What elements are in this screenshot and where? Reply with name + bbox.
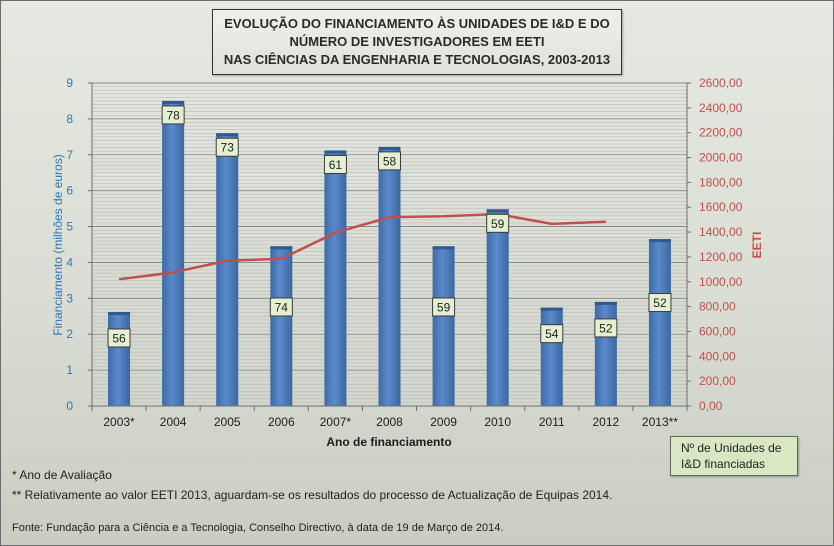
data-label: 59	[491, 217, 505, 231]
x-tick-label: 2006	[268, 415, 295, 429]
bar-2012	[594, 301, 617, 406]
x-axis-title: Ano de financiamento	[326, 435, 451, 449]
y-tick-label: 8	[66, 112, 73, 126]
y-tick-label: 1	[66, 363, 73, 377]
y-tick-label: 3	[66, 291, 73, 305]
data-label: 52	[599, 321, 613, 335]
data-label: 52	[653, 296, 667, 310]
bar-2009	[432, 246, 455, 406]
y-tick-label: 7	[66, 148, 73, 162]
footnote-evaluation-year: * Ano de Avaliação	[12, 468, 112, 482]
chart-title-line-2: NÚMERO DE INVESTIGADORES EM EETI	[289, 34, 545, 49]
data-label-box	[269, 297, 293, 317]
x-tick-label: 2003*	[103, 415, 135, 429]
bar-cap	[162, 100, 185, 104]
data-label-box	[432, 297, 456, 317]
bar-cap	[540, 307, 563, 311]
data-label-box	[594, 318, 618, 338]
chart-title: EVOLUÇÃO DO FINANCIAMENTO ÀS UNIDADES DE…	[212, 9, 622, 75]
y2-tick-label: 600,00	[699, 324, 736, 338]
data-label: 54	[545, 327, 559, 341]
x-tick-label: 2008	[376, 415, 403, 429]
x-tick-label: 2009	[430, 415, 457, 429]
data-label: 73	[221, 141, 235, 155]
data-label-box	[648, 293, 672, 313]
x-tick-label: 2011	[539, 415, 565, 429]
y-tick-label: 2	[66, 327, 73, 341]
y2-tick-label: 2400,00	[699, 101, 743, 115]
chart-title-line-1: EVOLUÇÃO DO FINANCIAMENTO ÀS UNIDADES DE…	[224, 16, 610, 31]
y-tick-label: 5	[66, 220, 73, 234]
data-label-box	[323, 154, 347, 174]
y2-tick-label: 1000,00	[699, 275, 743, 289]
x-tick-label: 2007*	[320, 415, 352, 429]
y-tick-label: 4	[66, 255, 73, 269]
y2-tick-label: 1200,00	[699, 250, 743, 264]
x-tick-label: 2013**	[642, 415, 678, 429]
y2-tick-label: 1800,00	[699, 175, 743, 189]
data-label: 61	[329, 158, 343, 172]
bar-cap	[378, 146, 401, 150]
bar-2006	[270, 246, 293, 406]
data-label: 59	[437, 300, 451, 314]
y2-tick-label: 800,00	[699, 300, 736, 314]
data-label: 58	[383, 154, 397, 168]
x-tick-label: 2012	[593, 415, 620, 429]
x-tick-label: 2005	[214, 415, 241, 429]
y-tick-label: 6	[66, 184, 73, 198]
footnote-eeti-2013: ** Relativamente ao valor EETI 2013, agu…	[12, 488, 613, 502]
data-label-box	[215, 137, 239, 157]
y2-tick-label: 1600,00	[699, 200, 743, 214]
data-label: 74	[275, 300, 289, 314]
bar-cap	[108, 311, 131, 315]
bar-cap	[270, 246, 293, 250]
legend-text-line-2: I&D financiadas	[681, 457, 766, 471]
data-label-box	[161, 105, 185, 125]
bar-2005	[216, 133, 239, 406]
bar-cap	[486, 209, 509, 213]
data-label-box	[540, 324, 564, 344]
legend-text-line-1: Nº de Unidades de	[681, 441, 782, 455]
bar-cap	[216, 133, 239, 137]
eeti-line	[118, 212, 606, 281]
y2-tick-label: 0,00	[699, 399, 723, 413]
y2-tick-label: 1400,00	[699, 225, 743, 239]
data-label: 56	[112, 331, 126, 345]
y2-axis-title: EETI	[750, 232, 764, 259]
chart-title-line-3: NAS CIÊNCIAS DA ENGENHARIA E TECNOLOGIAS…	[223, 52, 611, 67]
y2-tick-label: 2600,00	[699, 76, 743, 90]
bar-2011	[540, 307, 563, 406]
y2-tick-label: 200,00	[699, 374, 736, 388]
data-label-box	[486, 213, 510, 233]
bar-2007*	[324, 150, 347, 406]
bar-2013**	[648, 239, 671, 406]
data-label: 78	[166, 108, 180, 122]
bar-cap	[648, 239, 671, 243]
bar-cap	[594, 301, 617, 305]
y-axis-title: Financiamento (milhões de euros)	[51, 154, 65, 335]
source-note: Fonte: Fundação para a Ciência e a Tecno…	[12, 522, 504, 534]
y-tick-label: 9	[66, 76, 73, 90]
y2-tick-label: 400,00	[699, 349, 736, 363]
bar-2008	[378, 146, 401, 407]
x-tick-label: 2004	[160, 415, 187, 429]
bar-cap	[324, 150, 347, 154]
y2-tick-label: 2000,00	[699, 151, 743, 165]
data-label-box	[107, 328, 131, 348]
y2-tick-label: 2200,00	[699, 126, 743, 140]
y-tick-label: 0	[66, 399, 73, 413]
bar-2010	[486, 209, 509, 406]
bar-2003*	[108, 311, 131, 406]
x-tick-label: 2010	[484, 415, 511, 429]
bar-cap	[432, 246, 455, 250]
bar-2004	[162, 100, 185, 406]
data-label-box	[378, 151, 401, 171]
legend-box: Nº de Unidades de I&D financiadas	[670, 436, 798, 476]
